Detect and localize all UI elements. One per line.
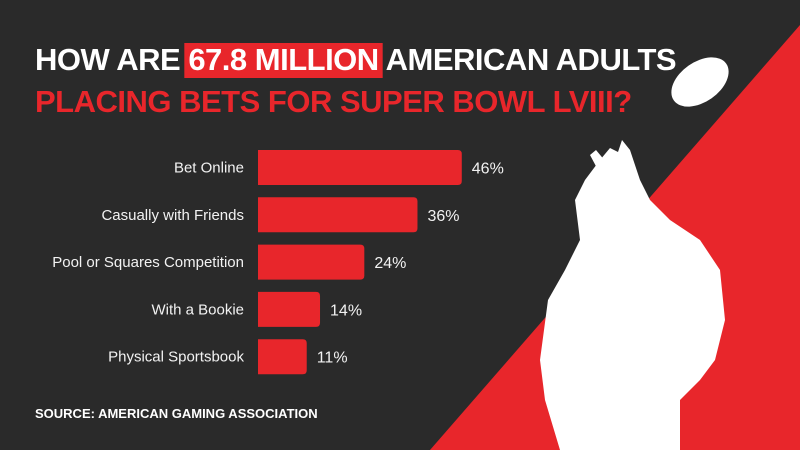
category-label: Casually with Friends — [101, 207, 244, 224]
value-label: 46% — [472, 161, 504, 178]
category-label: Pool or Squares Competition — [52, 254, 244, 271]
title-part: HOW ARE — [35, 42, 180, 77]
bar — [258, 244, 365, 280]
title-line-2: PLACING BETS FOR SUPER BOWL LVIII? — [35, 84, 632, 119]
football — [671, 57, 729, 107]
bar — [258, 339, 307, 375]
value-label: 14% — [330, 302, 362, 319]
value-label: 36% — [427, 208, 459, 225]
title-highlight-text: 67.8 MILLION — [188, 42, 378, 77]
title-part: AMERICAN ADULTS — [386, 42, 676, 77]
player-silhouette — [540, 140, 725, 450]
title-line-1: HOW ARE 67.8 MILLION AMERICAN ADULTS — [35, 42, 676, 77]
title-highlight — [184, 43, 383, 78]
category-label: With a Bookie — [151, 301, 244, 318]
bar — [258, 291, 321, 327]
bar — [258, 197, 418, 233]
source: SOURCE: AMERICAN GAMING ASSOCIATION — [35, 406, 318, 421]
bar — [258, 150, 462, 185]
category-label: Physical Sportsbook — [108, 349, 244, 366]
category-label: Bet Online — [174, 160, 244, 177]
title: HOW ARE 67.8 MILLION AMERICAN ADULTS PLA… — [35, 42, 677, 119]
value-label: 24% — [374, 255, 406, 272]
value-label: 11% — [317, 350, 348, 367]
